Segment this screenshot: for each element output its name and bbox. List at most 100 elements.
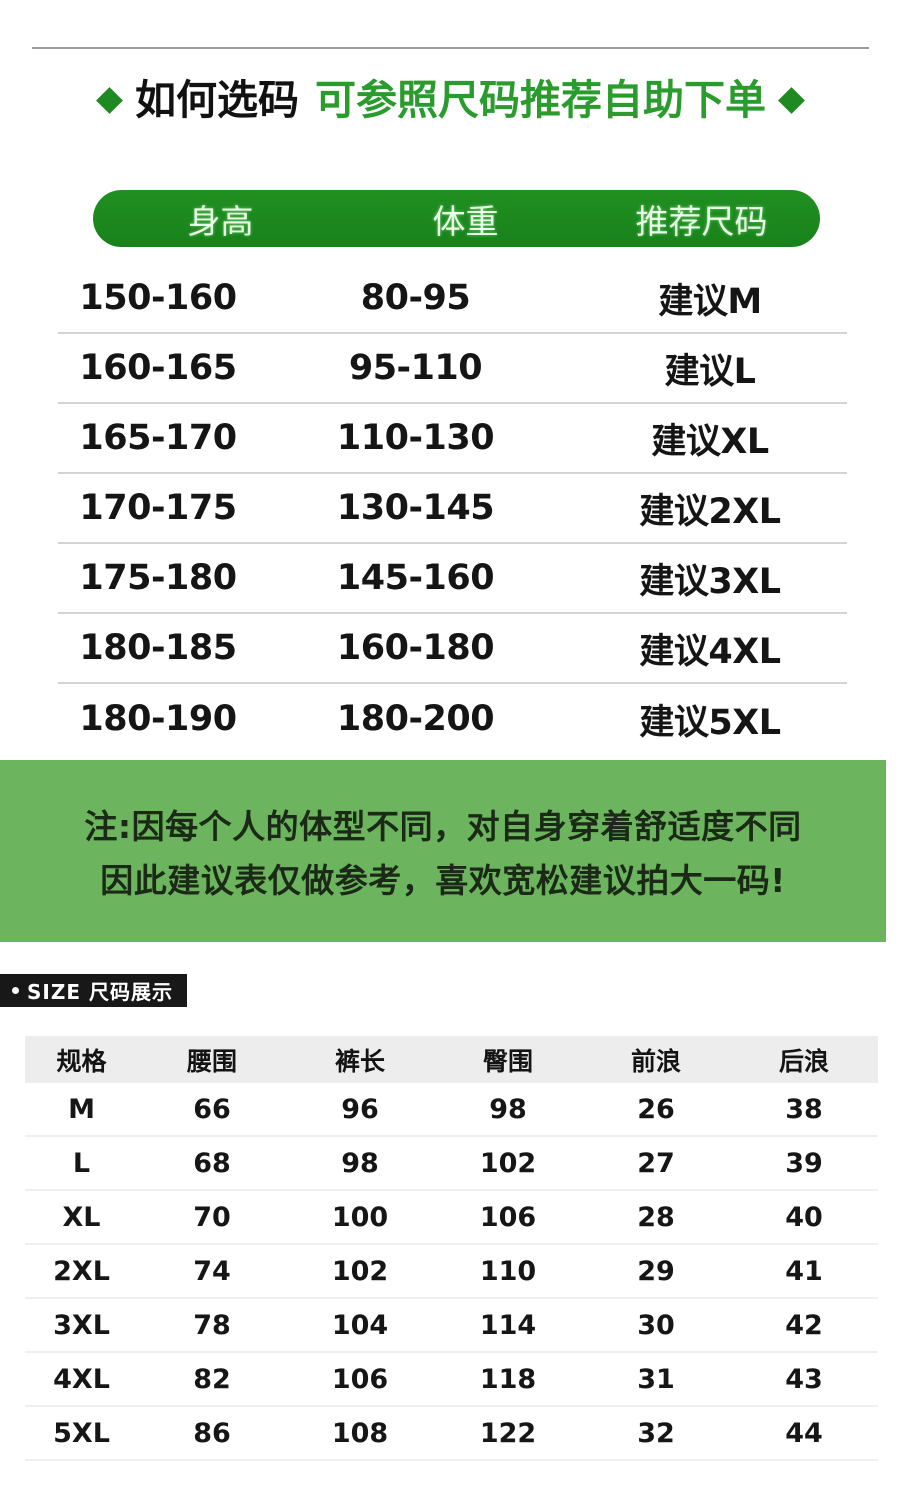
- note-box: 注:因每个人的体型不同，对自身穿着舒适度不同 因此建议表仅做参考，喜欢宽松建议拍…: [0, 760, 886, 942]
- spec-measurement-value: 118: [479, 1363, 537, 1395]
- spec-measurement-value: 98: [341, 1147, 379, 1179]
- spec-measurement-value: 98: [489, 1093, 527, 1125]
- recommendation-weight-value: 110-130: [336, 418, 495, 458]
- recommendation-size-value: 建议5XL: [639, 702, 781, 743]
- spec-measurement-value: 96: [341, 1093, 379, 1125]
- size-section-label: SIZE 尺码展示: [27, 980, 173, 1004]
- diamond-right-icon: [778, 87, 805, 114]
- recommendation-size-value: 建议3XL: [639, 561, 781, 602]
- recommendation-size-value: 建议XL: [651, 421, 769, 462]
- top-divider: [32, 47, 869, 49]
- spec-measurement-value: 66: [193, 1093, 231, 1125]
- table-row: 170-175 130-145 建议2XL: [58, 474, 847, 544]
- spec-measurement-value: 38: [785, 1093, 823, 1125]
- spec-measurement-value: 32: [637, 1417, 675, 1449]
- recommendation-height-value: 180-185: [79, 628, 237, 668]
- spec-measurement-value: 108: [331, 1417, 389, 1449]
- table-row: 175-180 145-160 建议3XL: [58, 544, 847, 614]
- spec-column-header: 规格: [56, 1046, 107, 1076]
- column-header-recommended-size: 推荐尺码: [635, 201, 768, 241]
- spec-measurement-value: 114: [479, 1309, 537, 1341]
- spec-measurement-value: 30: [637, 1309, 675, 1341]
- title-black-part: 如何选码: [135, 76, 299, 124]
- recommendation-size-value: 建议M: [658, 281, 762, 322]
- table-row: 150-160 80-95 建议M: [58, 264, 847, 334]
- spec-size-label: XL: [62, 1201, 101, 1233]
- spec-measurement-value: 39: [785, 1147, 823, 1179]
- spec-size-label: L: [72, 1147, 91, 1179]
- spec-measurement-value: 78: [193, 1309, 231, 1341]
- spec-measurement-value: 106: [331, 1363, 389, 1395]
- spec-measurement-value: 102: [479, 1147, 537, 1179]
- spec-measurement-value: 31: [637, 1363, 675, 1395]
- recommendation-weight-value: 95-110: [348, 348, 483, 388]
- spec-measurement-value: 68: [193, 1147, 231, 1179]
- bullet-dot-icon: [12, 987, 19, 994]
- recommendation-height-value: 165-170: [79, 418, 237, 458]
- table-row: 180-185 160-180 建议4XL: [58, 614, 847, 684]
- table-row: 5XL 86 108 122 32 44: [25, 1407, 878, 1461]
- table-row: XL 70 100 106 28 40: [25, 1191, 878, 1245]
- spec-measurement-value: 43: [785, 1363, 823, 1395]
- recommendation-height-value: 160-165: [79, 348, 237, 388]
- spec-measurement-value: 82: [193, 1363, 231, 1395]
- page-title: 如何选码 可参照尺码推荐自助下单: [0, 80, 901, 121]
- spec-measurement-value: 122: [479, 1417, 537, 1449]
- spec-table: 规格 腰围 裤长 臀围 前浪 后浪 M 66 96 98 26 38 L 68 98 102 27 39 XL 70 1…: [25, 1036, 878, 1461]
- recommendation-weight-value: 80-95: [360, 278, 471, 318]
- table-row: 160-165 95-110 建议L: [58, 334, 847, 404]
- recommendation-weight-value: 145-160: [336, 558, 495, 598]
- recommendation-weight-value: 180-200: [336, 699, 495, 739]
- spec-size-label: 2XL: [53, 1255, 110, 1287]
- spec-column-header: 前浪: [630, 1046, 681, 1076]
- table-row: 2XL 74 102 110 29 41: [25, 1245, 878, 1299]
- recommendation-size-value: 建议2XL: [639, 491, 781, 532]
- spec-column-header: 后浪: [778, 1046, 829, 1076]
- recommendation-height-value: 175-180: [79, 558, 237, 598]
- title-green-part: 可参照尺码推荐自助下单: [315, 76, 766, 124]
- recommendation-size-value: 建议4XL: [639, 631, 781, 672]
- table-row: 4XL 82 106 118 31 43: [25, 1353, 878, 1407]
- note-line-1: 注:因每个人的体型不同，对自身穿着舒适度不同: [84, 807, 802, 846]
- spec-size-label: 4XL: [53, 1363, 110, 1395]
- table-row: 180-190 180-200 建议5XL: [58, 684, 847, 754]
- spec-measurement-value: 27: [637, 1147, 675, 1179]
- recommendation-table-header: 身高 体重 推荐尺码: [93, 190, 820, 247]
- recommendation-height-value: 180-190: [79, 699, 237, 739]
- spec-measurement-value: 106: [479, 1201, 537, 1233]
- spec-measurement-value: 40: [785, 1201, 823, 1233]
- recommendation-weight-value: 160-180: [336, 628, 495, 668]
- table-row: M 66 96 98 26 38: [25, 1083, 878, 1137]
- table-row: 3XL 78 104 114 30 42: [25, 1299, 878, 1353]
- spec-measurement-value: 102: [331, 1255, 389, 1287]
- spec-measurement-value: 44: [785, 1417, 823, 1449]
- spec-measurement-value: 110: [479, 1255, 537, 1287]
- column-header-height: 身高: [187, 201, 254, 241]
- column-header-weight: 体重: [432, 201, 499, 241]
- spec-measurement-value: 74: [193, 1255, 231, 1287]
- spec-column-header: 臀围: [482, 1046, 533, 1076]
- spec-table-header-row: 规格 腰围 裤长 臀围 前浪 后浪: [25, 1036, 878, 1083]
- spec-measurement-value: 86: [193, 1417, 231, 1449]
- spec-column-header: 裤长: [334, 1046, 385, 1076]
- spec-column-header: 腰围: [186, 1046, 237, 1076]
- recommendation-height-value: 170-175: [79, 488, 237, 528]
- recommendation-size-value: 建议L: [664, 351, 756, 392]
- spec-size-label: M: [68, 1093, 95, 1125]
- spec-measurement-value: 104: [331, 1309, 389, 1341]
- spec-size-label: 5XL: [53, 1417, 110, 1449]
- spec-measurement-value: 42: [785, 1309, 823, 1341]
- size-section-tag: SIZE 尺码展示: [0, 974, 187, 1007]
- spec-measurement-value: 41: [785, 1255, 823, 1287]
- spec-measurement-value: 26: [637, 1093, 675, 1125]
- spec-measurement-value: 28: [637, 1201, 675, 1233]
- note-line-2: 因此建议表仅做参考，喜欢宽松建议拍大一码!: [100, 861, 786, 900]
- spec-size-label: 3XL: [53, 1309, 110, 1341]
- recommendation-weight-value: 130-145: [336, 488, 495, 528]
- table-row: L 68 98 102 27 39: [25, 1137, 878, 1191]
- recommendation-height-value: 150-160: [79, 278, 237, 318]
- diamond-left-icon: [96, 87, 123, 114]
- spec-measurement-value: 70: [193, 1201, 231, 1233]
- spec-measurement-value: 100: [331, 1201, 389, 1233]
